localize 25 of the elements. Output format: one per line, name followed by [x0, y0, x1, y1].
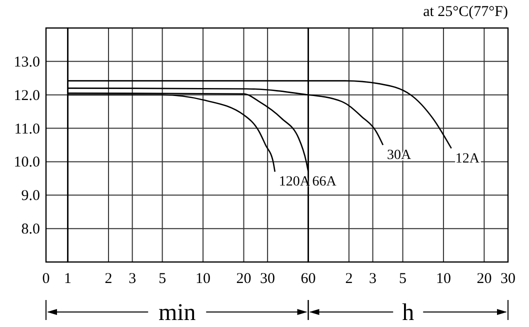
x-tick-label: 0 [42, 271, 50, 287]
x-tick-label: 30 [260, 271, 276, 287]
x-tick-label: 2 [104, 271, 112, 287]
x-tick-label: 1 [64, 271, 72, 287]
x-axis-title: h [402, 300, 414, 326]
y-tick-label: 8.0 [21, 222, 40, 238]
x-tick-label: 3 [128, 271, 136, 287]
y-tick-label: 10.0 [14, 154, 40, 171]
y-tick-label: 9.0 [21, 188, 40, 204]
x-tick-label: 20 [476, 271, 492, 287]
x-axis-title: min [158, 300, 196, 326]
text: at 25°C(77°F) [423, 4, 508, 20]
x-tick-label: 60 [300, 271, 316, 287]
x-tick-label: 2 [345, 271, 353, 287]
x-tick-label: 3 [369, 271, 377, 287]
y-tick-label: 11.0 [14, 121, 40, 138]
y-tick-label: 13.0 [14, 54, 40, 70]
x-tick-label: 20 [236, 271, 252, 287]
x-tick-label: 10 [436, 271, 451, 287]
series-label: 66A [312, 174, 338, 190]
x-tick-label: 10 [196, 271, 211, 287]
x-tick-label: 5 [399, 271, 407, 287]
x-tick-label: 5 [158, 271, 166, 287]
y-tick-label: 12.0 [14, 88, 40, 104]
x-tick-label: 30 [500, 271, 516, 287]
